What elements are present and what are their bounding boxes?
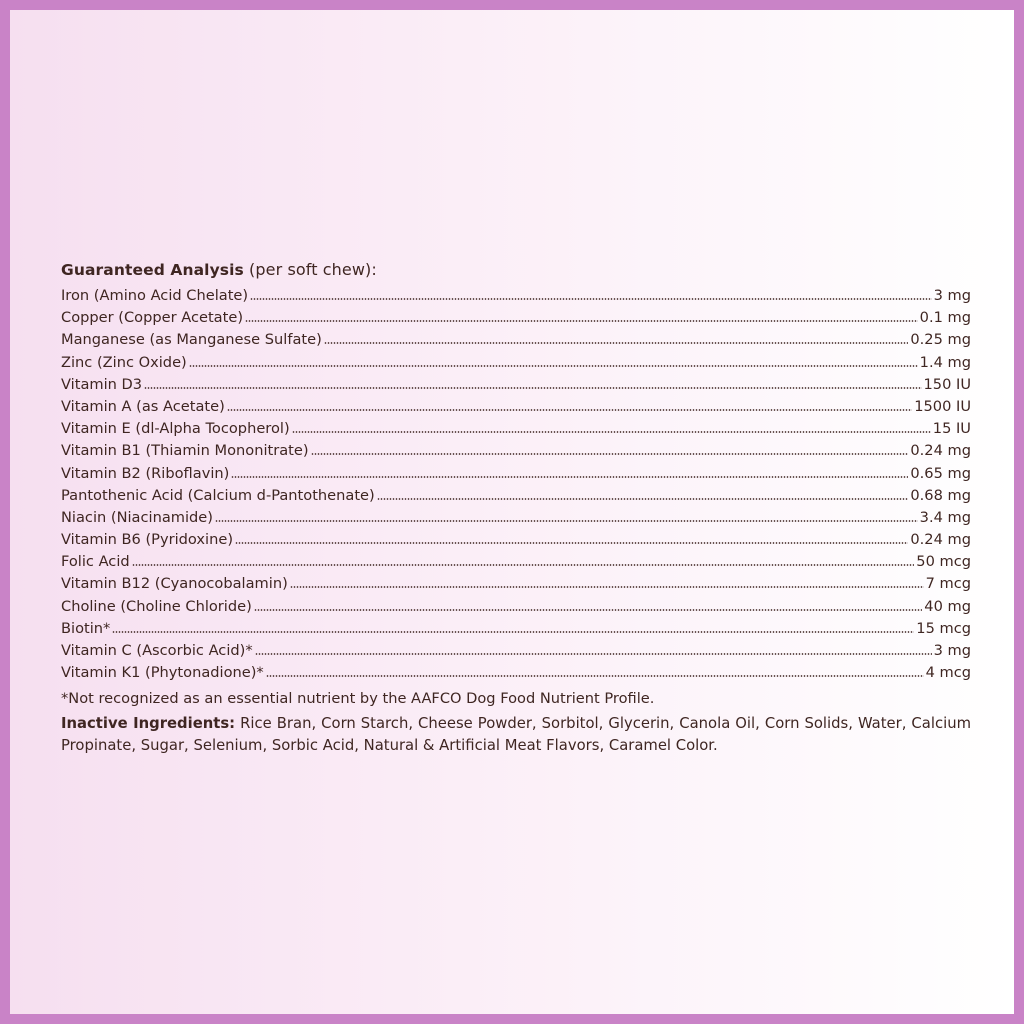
nutrient-row: Vitamin A (as Acetate) 1500 IU	[61, 396, 971, 418]
nutrient-amount: 0.25 mg	[910, 331, 971, 349]
nutrient-name: Vitamin B6 (Pyridoxine)	[61, 531, 234, 549]
dot-leader	[144, 386, 922, 389]
nutrient-amount: 7 mcg	[925, 575, 971, 593]
nutrient-amount: 50 mcg	[916, 553, 971, 571]
nutrient-list: Iron (Amino Acid Chelate) 3 mg Copper (Cop…	[61, 285, 971, 684]
nutrient-row: Vitamin K1 (Phytonadione)* 4 mcg	[61, 662, 971, 684]
nutrient-name: Vitamin K1 (Phytonadione)*	[61, 664, 264, 682]
guaranteed-analysis-heading: Guaranteed Analysis (per soft chew):	[61, 260, 971, 279]
inactive-ingredients: Inactive Ingredients: Rice Bran, Corn St…	[61, 713, 971, 757]
nutrient-amount: 15 IU	[932, 420, 971, 438]
nutrient-amount: 40 mg	[924, 597, 971, 615]
nutrient-name: Niacin (Niacinamide)	[61, 508, 213, 526]
heading-title: Guaranteed Analysis	[61, 261, 244, 279]
nutrient-amount: 150 IU	[923, 375, 971, 393]
dot-leader	[235, 542, 909, 545]
dot-leader	[226, 408, 913, 411]
nutrient-row: Vitamin B6 (Pyridoxine) 0.24 mg	[61, 529, 971, 551]
dot-leader	[250, 298, 932, 300]
nutrient-amount: 1.4 mg	[919, 353, 971, 371]
nutrient-name: Copper (Copper Acetate)	[61, 309, 244, 327]
dot-leader	[188, 364, 918, 367]
nutrient-amount: 0.24 mg	[910, 531, 971, 549]
nutrient-name: Vitamin D3	[61, 375, 143, 393]
nutrient-name: Pantothenic Acid (Calcium d-Pantothenate…	[61, 486, 375, 504]
dot-leader	[265, 675, 924, 678]
nutrient-row: Vitamin B1 (Thiamin Mononitrate) 0.24 mg	[61, 440, 971, 462]
nutrient-row: Vitamin B2 (Riboflavin) 0.65 mg	[61, 463, 971, 485]
nutrient-row: Iron (Amino Acid Chelate) 3 mg	[61, 285, 971, 307]
dot-leader	[376, 497, 909, 500]
nutrient-name: Vitamin A (as Acetate)	[61, 397, 225, 415]
nutrient-row: Niacin (Niacinamide) 3.4 mg	[61, 507, 971, 529]
nutrient-amount: 0.24 mg	[910, 442, 971, 460]
nutrient-row: Copper (Copper Acetate) 0.1 mg	[61, 307, 971, 329]
nutrient-row: Folic Acid 50 mcg	[61, 551, 971, 573]
dot-leader	[231, 475, 909, 478]
nutrient-amount: 0.65 mg	[910, 464, 971, 482]
heading-subtitle: (per soft chew):	[249, 260, 377, 279]
inactive-text: Rice Bran, Corn Starch, Cheese Powder, S…	[61, 715, 971, 755]
nutrient-name: Vitamin B12 (Cyanocobalamin)	[61, 575, 288, 593]
nutrient-row: Pantothenic Acid (Calcium d-Pantothenate…	[61, 485, 971, 507]
dot-leader	[310, 453, 909, 456]
nutrient-amount: 3.4 mg	[919, 508, 971, 526]
nutrient-name: Iron (Amino Acid Chelate)	[61, 287, 249, 304]
nutrient-name: Choline (Choline Chloride)	[61, 597, 252, 615]
nutrient-amount: 1500 IU	[914, 397, 971, 415]
dot-leader	[323, 342, 909, 345]
dot-leader	[291, 431, 931, 434]
dot-leader	[112, 630, 915, 633]
nutrient-amount: 0.68 mg	[910, 486, 971, 504]
nutrient-name: Zinc (Zinc Oxide)	[61, 353, 187, 371]
dot-leader	[254, 653, 932, 655]
nutrient-name: Vitamin B2 (Riboflavin)	[61, 464, 230, 482]
dot-leader	[245, 320, 918, 323]
nutrient-amount: 15 mcg	[916, 619, 971, 637]
nutrient-amount: 3 mg	[933, 642, 971, 659]
footnote: *Not recognized as an essential nutrient…	[61, 690, 655, 708]
nutrient-amount: 3 mg	[933, 287, 971, 304]
dot-leader	[253, 608, 923, 611]
nutrient-name: Biotin*	[61, 619, 111, 637]
nutrient-row: Zinc (Zinc Oxide) 1.4 mg	[61, 352, 971, 374]
inactive-label: Inactive Ingredients:	[61, 715, 236, 733]
nutrient-name: Vitamin C (Ascorbic Acid)*	[61, 642, 253, 659]
nutrient-name: Manganese (as Manganese Sulfate)	[61, 331, 322, 349]
dot-leader	[214, 519, 918, 522]
nutrient-amount: 0.1 mg	[919, 309, 971, 327]
dot-leader	[289, 586, 924, 589]
nutrient-name: Folic Acid	[61, 553, 130, 571]
nutrient-name: Vitamin E (dl-Alpha Tocopherol)	[61, 420, 290, 438]
nutrient-row: Vitamin D3 150 IU	[61, 374, 971, 396]
nutrient-row: Choline (Choline Chloride) 40 mg	[61, 596, 971, 618]
nutrient-row: Vitamin B12 (Cyanocobalamin) 7 mcg	[61, 573, 971, 595]
nutrient-row: Vitamin E (dl-Alpha Tocopherol) 15 IU	[61, 418, 971, 440]
label-content: Guaranteed Analysis (per soft chew): Iro…	[61, 260, 971, 757]
nutrient-name: Vitamin B1 (Thiamin Mononitrate)	[61, 442, 309, 460]
nutrient-row: Biotin* 15 mcg	[61, 618, 971, 640]
nutrient-amount: 4 mcg	[925, 664, 971, 682]
dot-leader	[131, 564, 915, 567]
nutrient-row: Vitamin C (Ascorbic Acid)* 3 mg	[61, 640, 971, 662]
nutrient-row: Manganese (as Manganese Sulfate) 0.25 mg	[61, 329, 971, 351]
